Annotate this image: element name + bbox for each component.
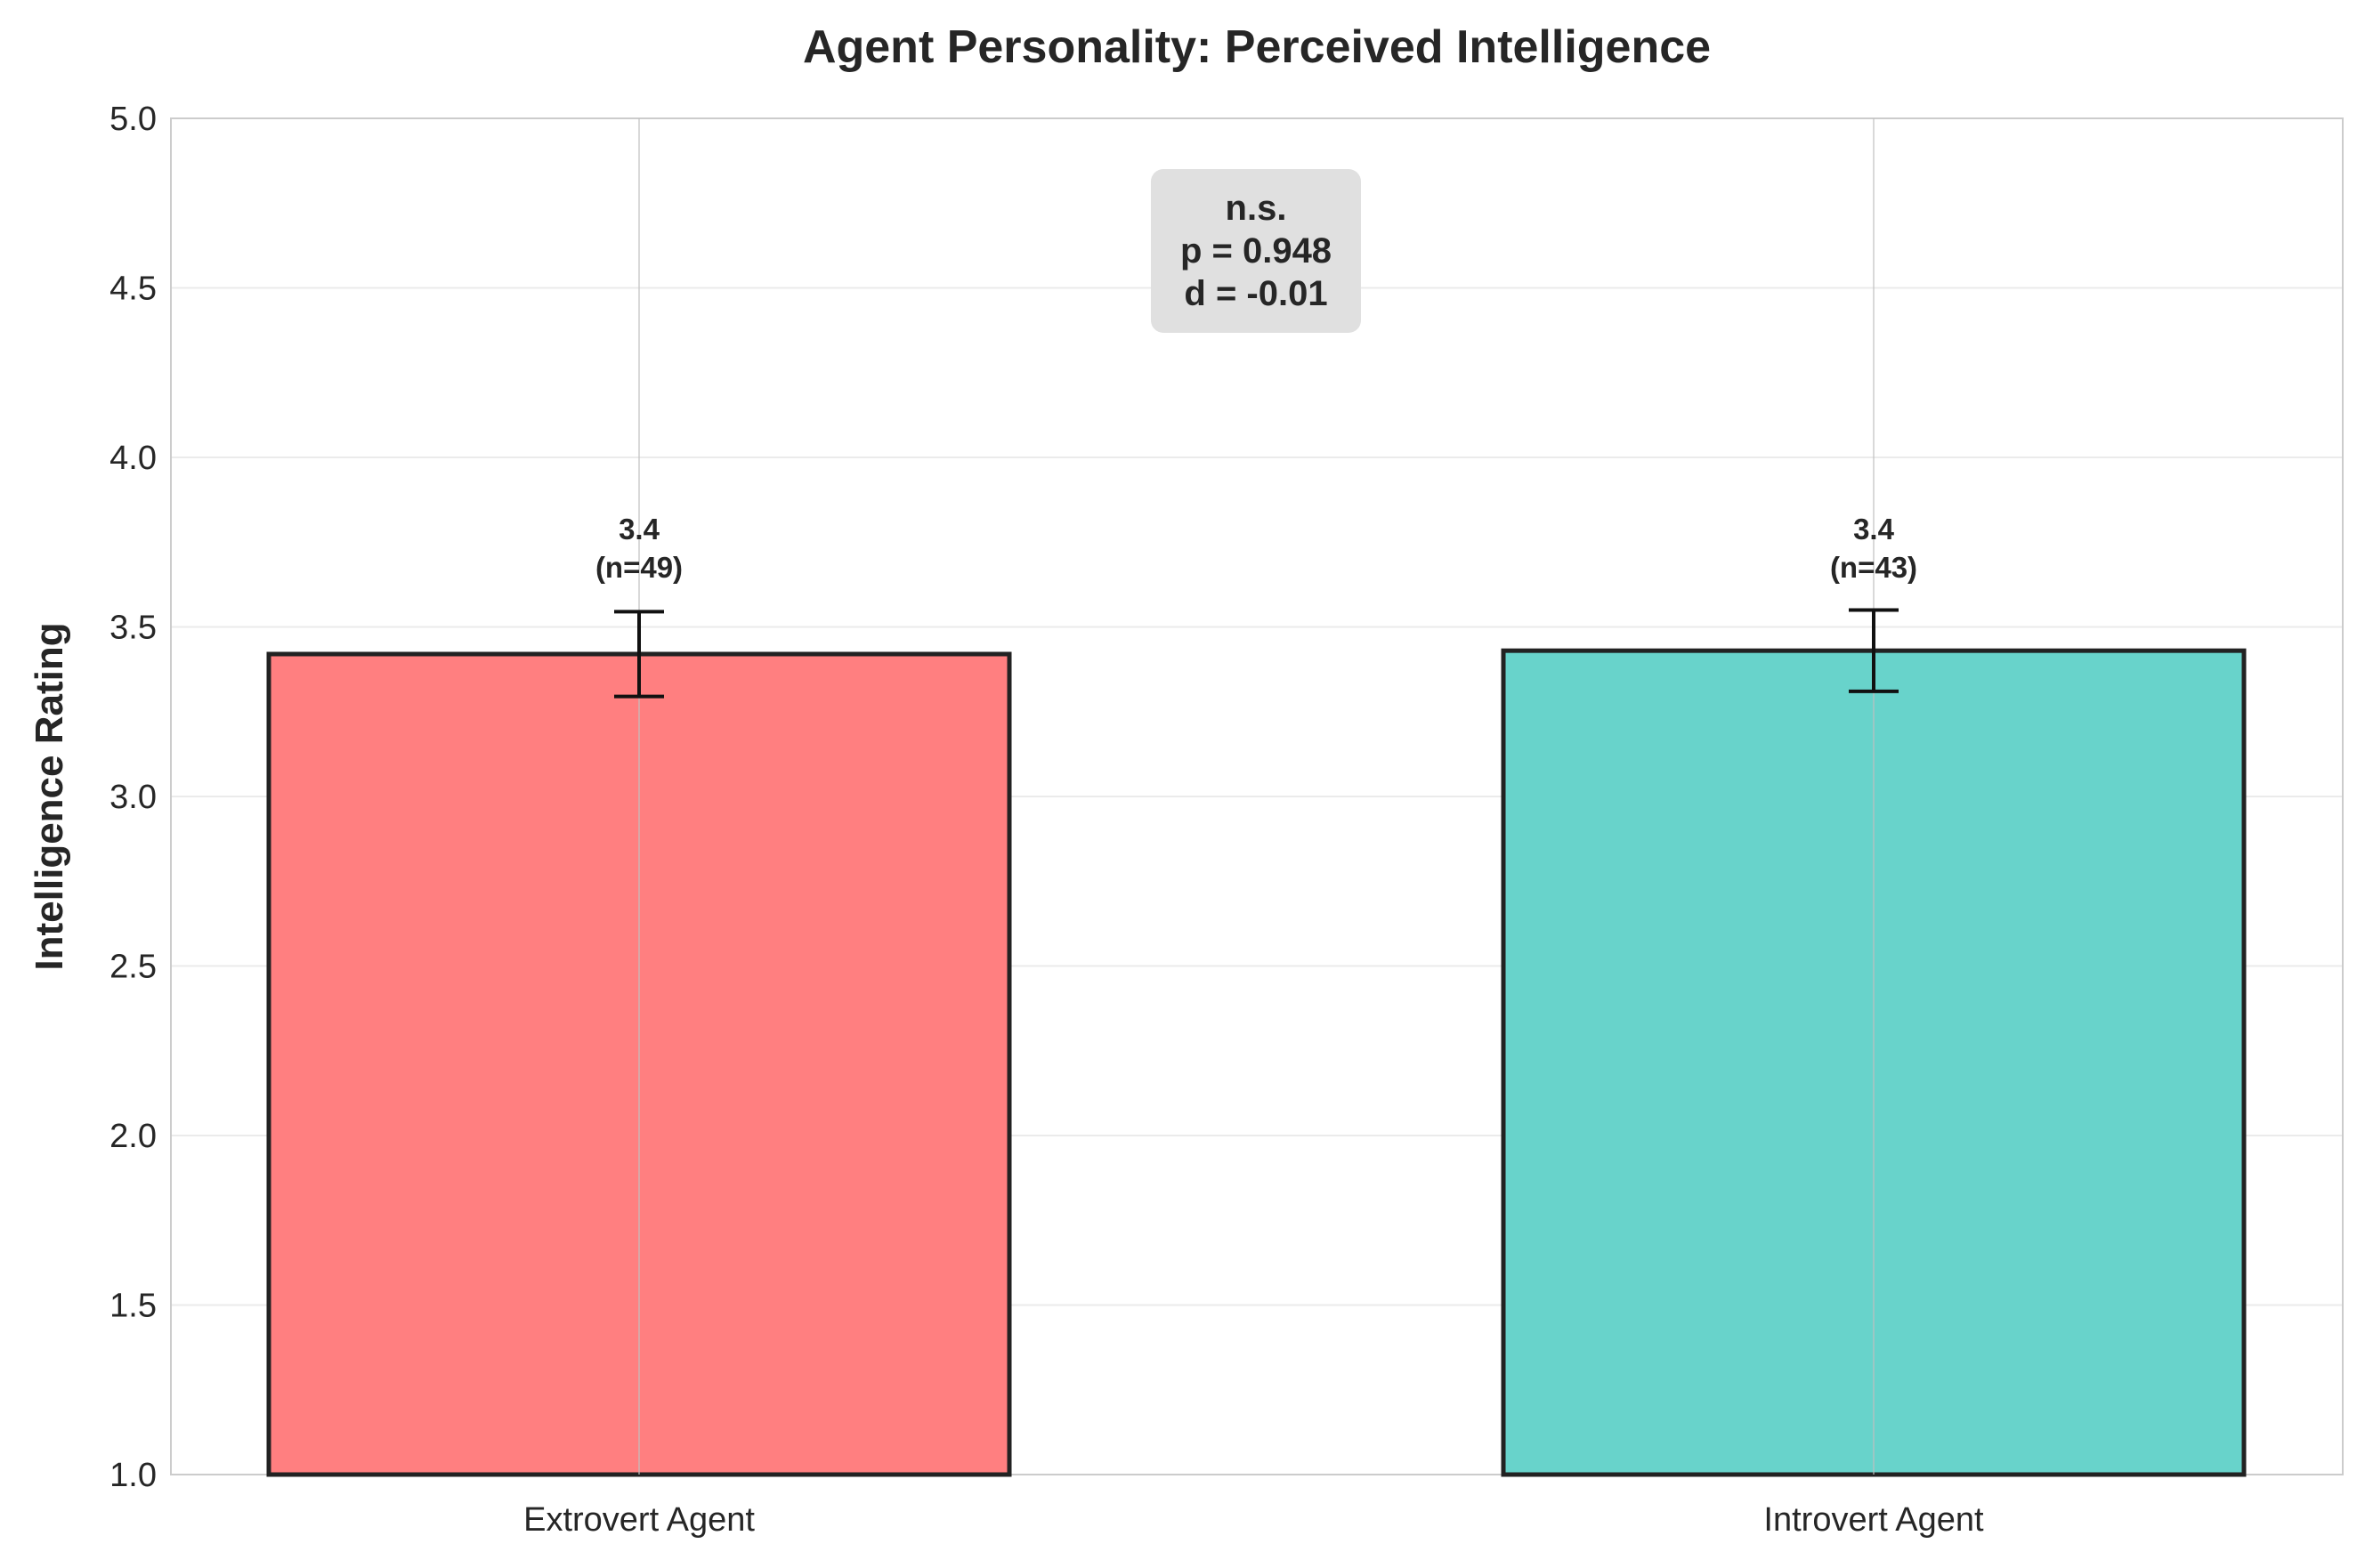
annotation-effect-size: d = -0.01 (1184, 274, 1327, 313)
annotation-box (1151, 169, 1361, 333)
vertical-grid-lines (638, 118, 1875, 1475)
annotation-p-value: p = 0.948 (1180, 231, 1332, 271)
y-tick-label: 2.5 (109, 949, 157, 986)
annotation-significance: n.s. (1226, 189, 1287, 228)
stats-annotation: n.s. p = 0.948 d = -0.01 (1151, 169, 1361, 333)
y-tick-label: 3.0 (109, 779, 157, 816)
y-tick-label: 2.0 (109, 1118, 157, 1155)
error-bar (614, 610, 664, 699)
x-tick-label: Extrovert Agent (523, 1501, 755, 1539)
y-tick-label: 1.0 (109, 1457, 157, 1494)
y-tick-label: 3.5 (109, 610, 157, 647)
error-bars (614, 608, 1899, 699)
data-label-value: 3.4 (619, 513, 660, 546)
data-label-n: (n=49) (595, 551, 683, 584)
y-axis-ticks: 1.0 1.5 2.0 2.5 3.0 3.5 4.0 4.5 5.0 (109, 101, 157, 1494)
data-label-value: 3.4 (1853, 513, 1895, 546)
y-tick-label: 4.5 (109, 271, 157, 308)
plot-frame (170, 117, 2344, 1475)
y-tick-label: 1.5 (109, 1288, 157, 1325)
error-bar (1849, 608, 1899, 693)
y-tick-label: 5.0 (109, 101, 157, 138)
data-label-n: (n=43) (1830, 551, 1917, 584)
y-axis-label: Intelligence Rating (28, 622, 71, 970)
chart-title: Agent Personality: Perceived Intelligenc… (803, 21, 1711, 73)
y-tick-label: 4.0 (109, 440, 157, 477)
data-labels: 3.4 (n=49) 3.4 (n=43) (595, 513, 1917, 584)
x-tick-label: Introvert Agent (1763, 1501, 1984, 1539)
x-axis-ticks: Extrovert Agent Introvert Agent (523, 1501, 1984, 1539)
